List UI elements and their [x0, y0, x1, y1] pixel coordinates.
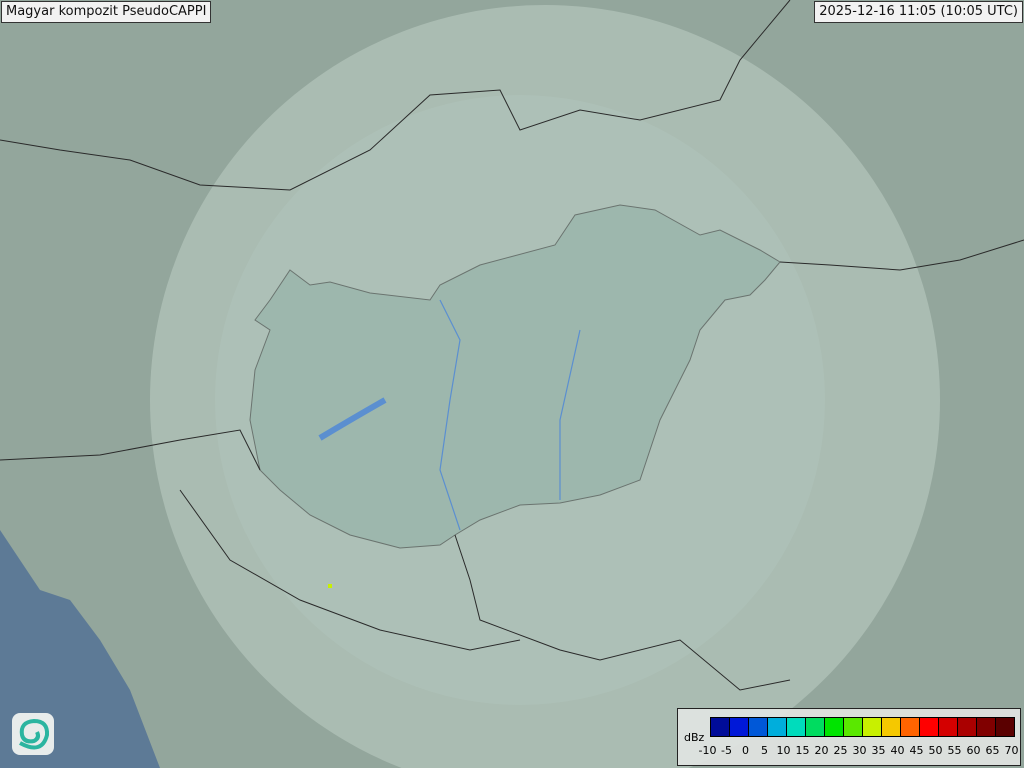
- tick-label: 20: [814, 744, 829, 757]
- color-bin: [863, 718, 882, 736]
- color-bin: [882, 718, 901, 736]
- tick-label: 10: [776, 744, 791, 757]
- tick-label: -10: [698, 744, 717, 757]
- dbz-legend: dBz -10 -5 0 5 10 15 20 25 30 35 40 45 50 55 60 65 70: [677, 708, 1021, 766]
- tick-label: 50: [928, 744, 943, 757]
- southern-borders: [0, 429, 791, 691]
- timestamp: 2025-12-16 11:05 (10:05 UTC): [814, 1, 1023, 23]
- legend-ticks: -10 -5 0 5 10 15 20 25 30 35 40 45 50 55 60 65 70: [698, 744, 1021, 757]
- tick-label: 45: [909, 744, 924, 757]
- tick-label: 15: [795, 744, 810, 757]
- color-bin: [844, 718, 863, 736]
- tick-label: 0: [742, 744, 749, 757]
- color-bin: [977, 718, 996, 736]
- tick-label: 25: [833, 744, 848, 757]
- ukraine-romania-border: [779, 239, 1024, 271]
- radar-echo: [328, 584, 332, 588]
- color-bin: [920, 718, 939, 736]
- tick-label: 65: [985, 744, 1000, 757]
- color-bin: [749, 718, 768, 736]
- legend-unit: dBz: [684, 731, 705, 744]
- northern-border: [0, 0, 791, 191]
- color-bin: [806, 718, 825, 736]
- lake-balaton: [318, 397, 387, 441]
- color-bin: [901, 718, 920, 736]
- color-bin: [787, 718, 806, 736]
- color-bin: [825, 718, 844, 736]
- color-bin: [996, 718, 1014, 736]
- color-bin: [939, 718, 958, 736]
- tick-label: 5: [761, 744, 768, 757]
- tick-label: 55: [947, 744, 962, 757]
- tick-label: 40: [890, 744, 905, 757]
- product-title: Magyar kompozit PseudoCAPPI: [1, 1, 212, 23]
- color-bin: [730, 718, 749, 736]
- tick-label: 60: [966, 744, 981, 757]
- color-scale: [710, 717, 1015, 737]
- adriatic-sea: [0, 530, 160, 768]
- swirl-logo-icon: [19, 718, 50, 750]
- tick-label: 70: [1004, 744, 1019, 757]
- tick-label: 30: [852, 744, 867, 757]
- tick-label: -5: [721, 744, 732, 757]
- color-bin: [768, 718, 787, 736]
- tick-label: 35: [871, 744, 886, 757]
- rivers: [439, 299, 581, 531]
- hungary-border: [249, 204, 781, 549]
- logo: [12, 713, 54, 755]
- color-bin: [958, 718, 977, 736]
- color-bin: [711, 718, 730, 736]
